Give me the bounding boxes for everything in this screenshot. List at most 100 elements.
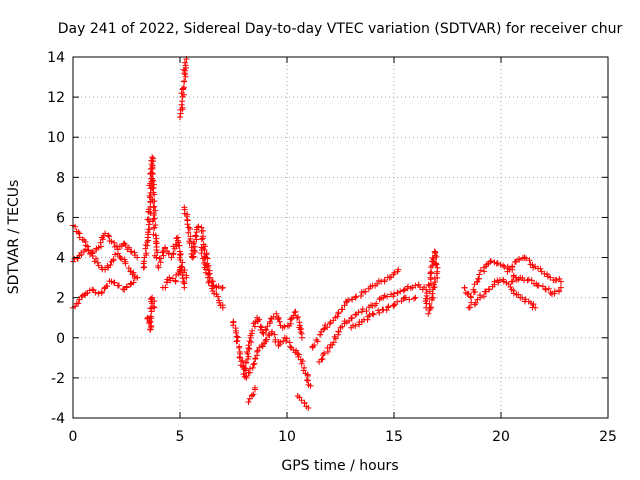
- data-point: [145, 221, 152, 228]
- data-point: [477, 267, 484, 274]
- data-point: [369, 310, 376, 317]
- data-point: [149, 198, 156, 205]
- data-point: [111, 279, 118, 286]
- data-point: [107, 262, 114, 269]
- data-point: [348, 296, 355, 303]
- data-point: [491, 278, 498, 285]
- data-point: [241, 370, 248, 377]
- data-point: [317, 331, 324, 338]
- data-point: [144, 238, 151, 245]
- data-point: [215, 283, 222, 290]
- data-point: [159, 249, 166, 256]
- data-point: [397, 288, 404, 295]
- data-point: [411, 295, 418, 302]
- data-point: [74, 255, 81, 262]
- data-point: [557, 284, 564, 291]
- data-point: [98, 288, 105, 295]
- data-point: [106, 233, 113, 240]
- data-point: [432, 278, 439, 285]
- data-point: [515, 291, 522, 298]
- data-point: [476, 271, 483, 278]
- data-point: [270, 313, 277, 320]
- data-point: [182, 62, 189, 69]
- data-point: [152, 221, 159, 228]
- data-point: [472, 299, 479, 306]
- data-point: [236, 344, 243, 351]
- data-point: [102, 230, 109, 237]
- data-point: [426, 306, 433, 313]
- data-point: [172, 277, 179, 284]
- data-point: [427, 264, 434, 271]
- data-point: [476, 292, 483, 299]
- data-point: [487, 258, 494, 265]
- data-point: [149, 218, 156, 225]
- data-point: [496, 277, 503, 284]
- data-point: [307, 382, 314, 389]
- data-point: [314, 338, 321, 345]
- data-point: [233, 338, 240, 345]
- data-point: [186, 225, 193, 232]
- data-point: [365, 313, 372, 320]
- data-point: [326, 320, 333, 327]
- data-point: [206, 278, 213, 285]
- data-point: [401, 286, 408, 293]
- data-point: [198, 227, 205, 234]
- data-point: [355, 309, 362, 316]
- data-point: [178, 263, 185, 270]
- data-point: [202, 261, 209, 268]
- data-point: [180, 84, 187, 91]
- data-point: [547, 274, 554, 281]
- data-point: [298, 360, 305, 367]
- y-tick-label: 2: [56, 291, 65, 307]
- data-point: [475, 275, 482, 282]
- data-point: [359, 306, 366, 313]
- data-point: [245, 353, 252, 360]
- data-point: [198, 236, 205, 243]
- data-point: [134, 254, 141, 261]
- data-point: [292, 308, 299, 315]
- data-point: [251, 360, 258, 367]
- data-point: [153, 254, 160, 261]
- data-point: [537, 265, 544, 272]
- data-point: [147, 313, 154, 320]
- data-point: [78, 293, 85, 300]
- data-point: [553, 276, 560, 283]
- data-point: [179, 259, 186, 266]
- data-point: [177, 114, 183, 121]
- data-point: [185, 224, 192, 231]
- data-point: [181, 78, 188, 85]
- data-point: [181, 284, 188, 291]
- data-point: [179, 104, 186, 111]
- data-point: [532, 304, 539, 311]
- data-point: [352, 322, 359, 329]
- data-point: [394, 298, 401, 305]
- data-point: [125, 265, 132, 272]
- data-point: [251, 384, 258, 391]
- data-point: [512, 258, 519, 265]
- axis-ticks: -4 -2 0 2 4 6 8 10 12 14 0 5 10 15 20 25: [47, 50, 617, 445]
- data-point: [176, 242, 183, 249]
- data-point: [395, 266, 402, 273]
- data-point: [151, 304, 158, 311]
- data-point: [259, 343, 266, 350]
- data-point: [294, 350, 301, 357]
- data-point: [291, 309, 298, 316]
- data-point: [283, 335, 290, 342]
- data-point: [181, 67, 188, 74]
- data-point: [320, 326, 327, 333]
- data-point: [130, 269, 137, 276]
- data-point: [85, 247, 92, 254]
- data-point: [352, 311, 359, 318]
- data-point: [305, 404, 312, 411]
- data-point: [296, 319, 303, 326]
- data-point: [92, 289, 99, 296]
- data-point: [298, 334, 305, 341]
- data-point: [157, 255, 164, 262]
- data-point: [433, 261, 440, 268]
- x-tick-label: 5: [176, 429, 185, 445]
- data-point: [245, 398, 252, 405]
- data-point: [150, 204, 157, 211]
- data-point: [516, 257, 523, 264]
- y-tick-label: -2: [51, 371, 65, 387]
- data-point: [339, 323, 346, 330]
